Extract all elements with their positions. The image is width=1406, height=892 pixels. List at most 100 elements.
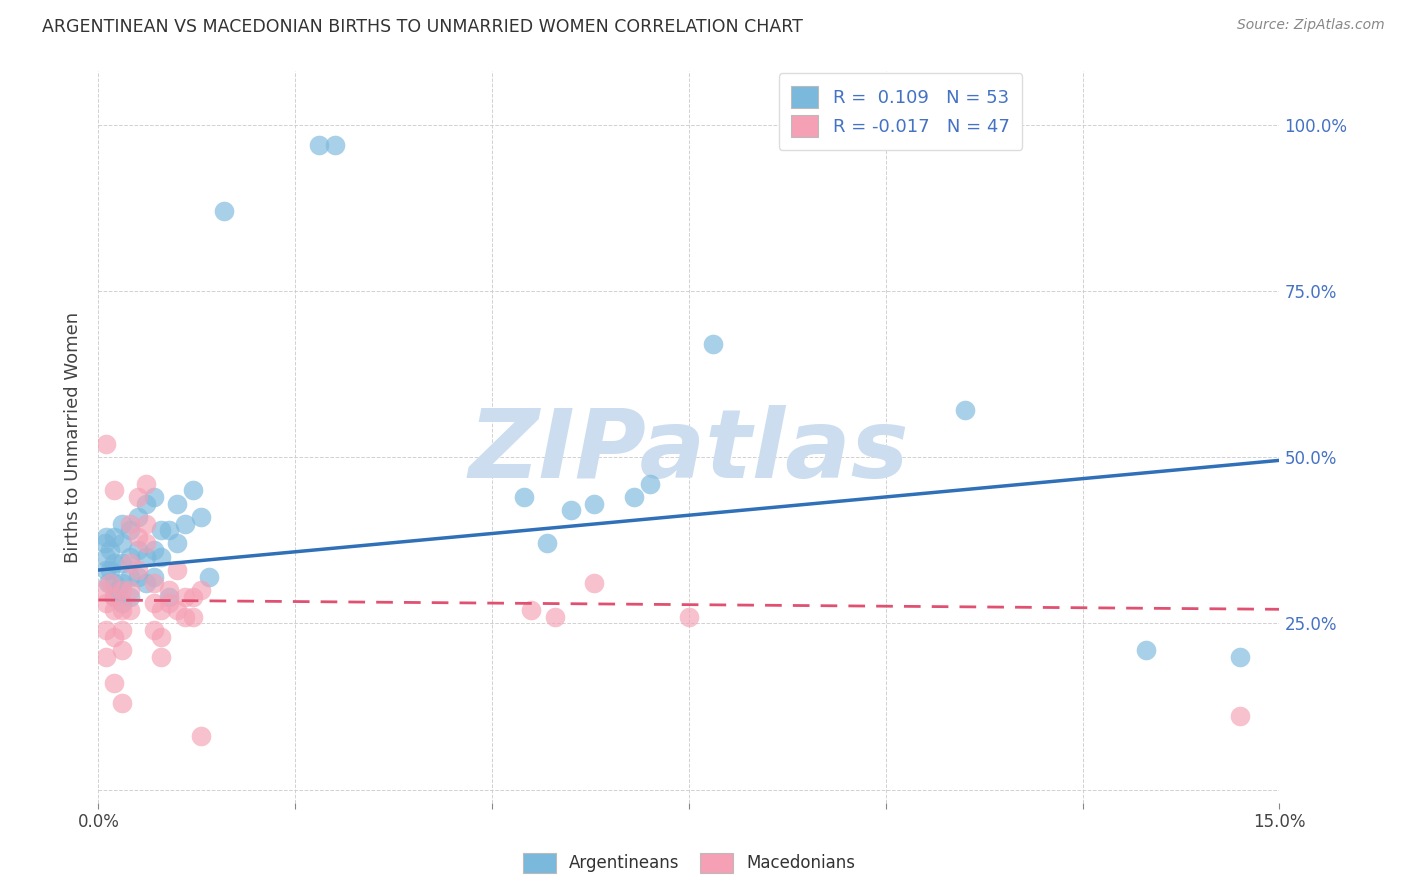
Point <box>623 490 645 504</box>
Point <box>150 603 173 617</box>
Point <box>150 649 173 664</box>
Point <box>96 530 118 544</box>
Point <box>583 497 606 511</box>
Point <box>111 516 134 531</box>
Point <box>166 563 188 577</box>
Point <box>166 497 188 511</box>
Point <box>678 609 700 624</box>
Point <box>166 536 188 550</box>
Point <box>118 557 141 571</box>
Point <box>181 590 204 604</box>
Point <box>96 549 118 564</box>
Point <box>135 576 157 591</box>
Point <box>181 483 204 498</box>
Point <box>111 603 134 617</box>
Point <box>157 582 180 597</box>
Point <box>190 729 212 743</box>
Point <box>150 523 173 537</box>
Point <box>142 490 165 504</box>
Point <box>520 603 543 617</box>
Point <box>111 582 134 597</box>
Point <box>308 137 330 152</box>
Point <box>103 630 125 644</box>
Point <box>157 596 180 610</box>
Point <box>118 523 141 537</box>
Point <box>103 676 125 690</box>
Point <box>103 576 125 591</box>
Point <box>166 603 188 617</box>
Point <box>111 596 134 610</box>
Point <box>544 609 567 624</box>
Point <box>197 570 219 584</box>
Point <box>94 563 117 577</box>
Point <box>536 536 558 550</box>
Point <box>1229 649 1251 664</box>
Point <box>174 590 197 604</box>
Point <box>111 557 134 571</box>
Point <box>157 590 180 604</box>
Point <box>135 476 157 491</box>
Point <box>98 576 121 591</box>
Point <box>1135 643 1157 657</box>
Point <box>127 490 149 504</box>
Point <box>127 509 149 524</box>
Text: ARGENTINEAN VS MACEDONIAN BIRTHS TO UNMARRIED WOMEN CORRELATION CHART: ARGENTINEAN VS MACEDONIAN BIRTHS TO UNMA… <box>42 18 803 36</box>
Point <box>96 649 118 664</box>
Point <box>190 509 212 524</box>
Point <box>103 557 125 571</box>
Point <box>103 530 125 544</box>
Point <box>142 623 165 637</box>
Point <box>702 337 724 351</box>
Point <box>127 543 149 558</box>
Point <box>142 596 165 610</box>
Point <box>583 576 606 591</box>
Point <box>96 436 118 450</box>
Point <box>96 596 118 610</box>
Point <box>103 590 125 604</box>
Point <box>98 543 121 558</box>
Point <box>174 609 197 624</box>
Point <box>127 570 149 584</box>
Point <box>118 570 141 584</box>
Point <box>157 523 180 537</box>
Text: ZIPatlas: ZIPatlas <box>468 405 910 499</box>
Point <box>190 582 212 597</box>
Point <box>103 483 125 498</box>
Point <box>560 503 582 517</box>
Point <box>512 490 534 504</box>
Point <box>174 516 197 531</box>
Point <box>150 630 173 644</box>
Point <box>127 563 149 577</box>
Point <box>638 476 661 491</box>
Legend: Argentineans, Macedonians: Argentineans, Macedonians <box>516 847 862 880</box>
Y-axis label: Births to Unmarried Women: Births to Unmarried Women <box>65 311 83 563</box>
Point <box>111 576 134 591</box>
Point <box>111 696 134 710</box>
Point <box>96 623 118 637</box>
Point <box>135 536 157 550</box>
Point <box>118 590 141 604</box>
Point <box>97 576 120 591</box>
Point <box>91 582 114 597</box>
Point <box>107 582 129 597</box>
Point <box>111 623 134 637</box>
Point <box>118 582 141 597</box>
Point <box>111 536 134 550</box>
Point <box>103 603 125 617</box>
Point <box>181 609 204 624</box>
Point <box>98 563 121 577</box>
Point <box>135 516 157 531</box>
Point <box>142 543 165 558</box>
Text: Source: ZipAtlas.com: Source: ZipAtlas.com <box>1237 18 1385 32</box>
Point <box>323 137 346 152</box>
Point <box>135 497 157 511</box>
Point <box>135 549 157 564</box>
Point <box>111 643 134 657</box>
Point <box>93 536 115 550</box>
Point <box>118 516 141 531</box>
Legend: R =  0.109   N = 53, R = -0.017   N = 47: R = 0.109 N = 53, R = -0.017 N = 47 <box>779 73 1022 150</box>
Point <box>142 576 165 591</box>
Point <box>118 549 141 564</box>
Point <box>1229 709 1251 723</box>
Point <box>118 603 141 617</box>
